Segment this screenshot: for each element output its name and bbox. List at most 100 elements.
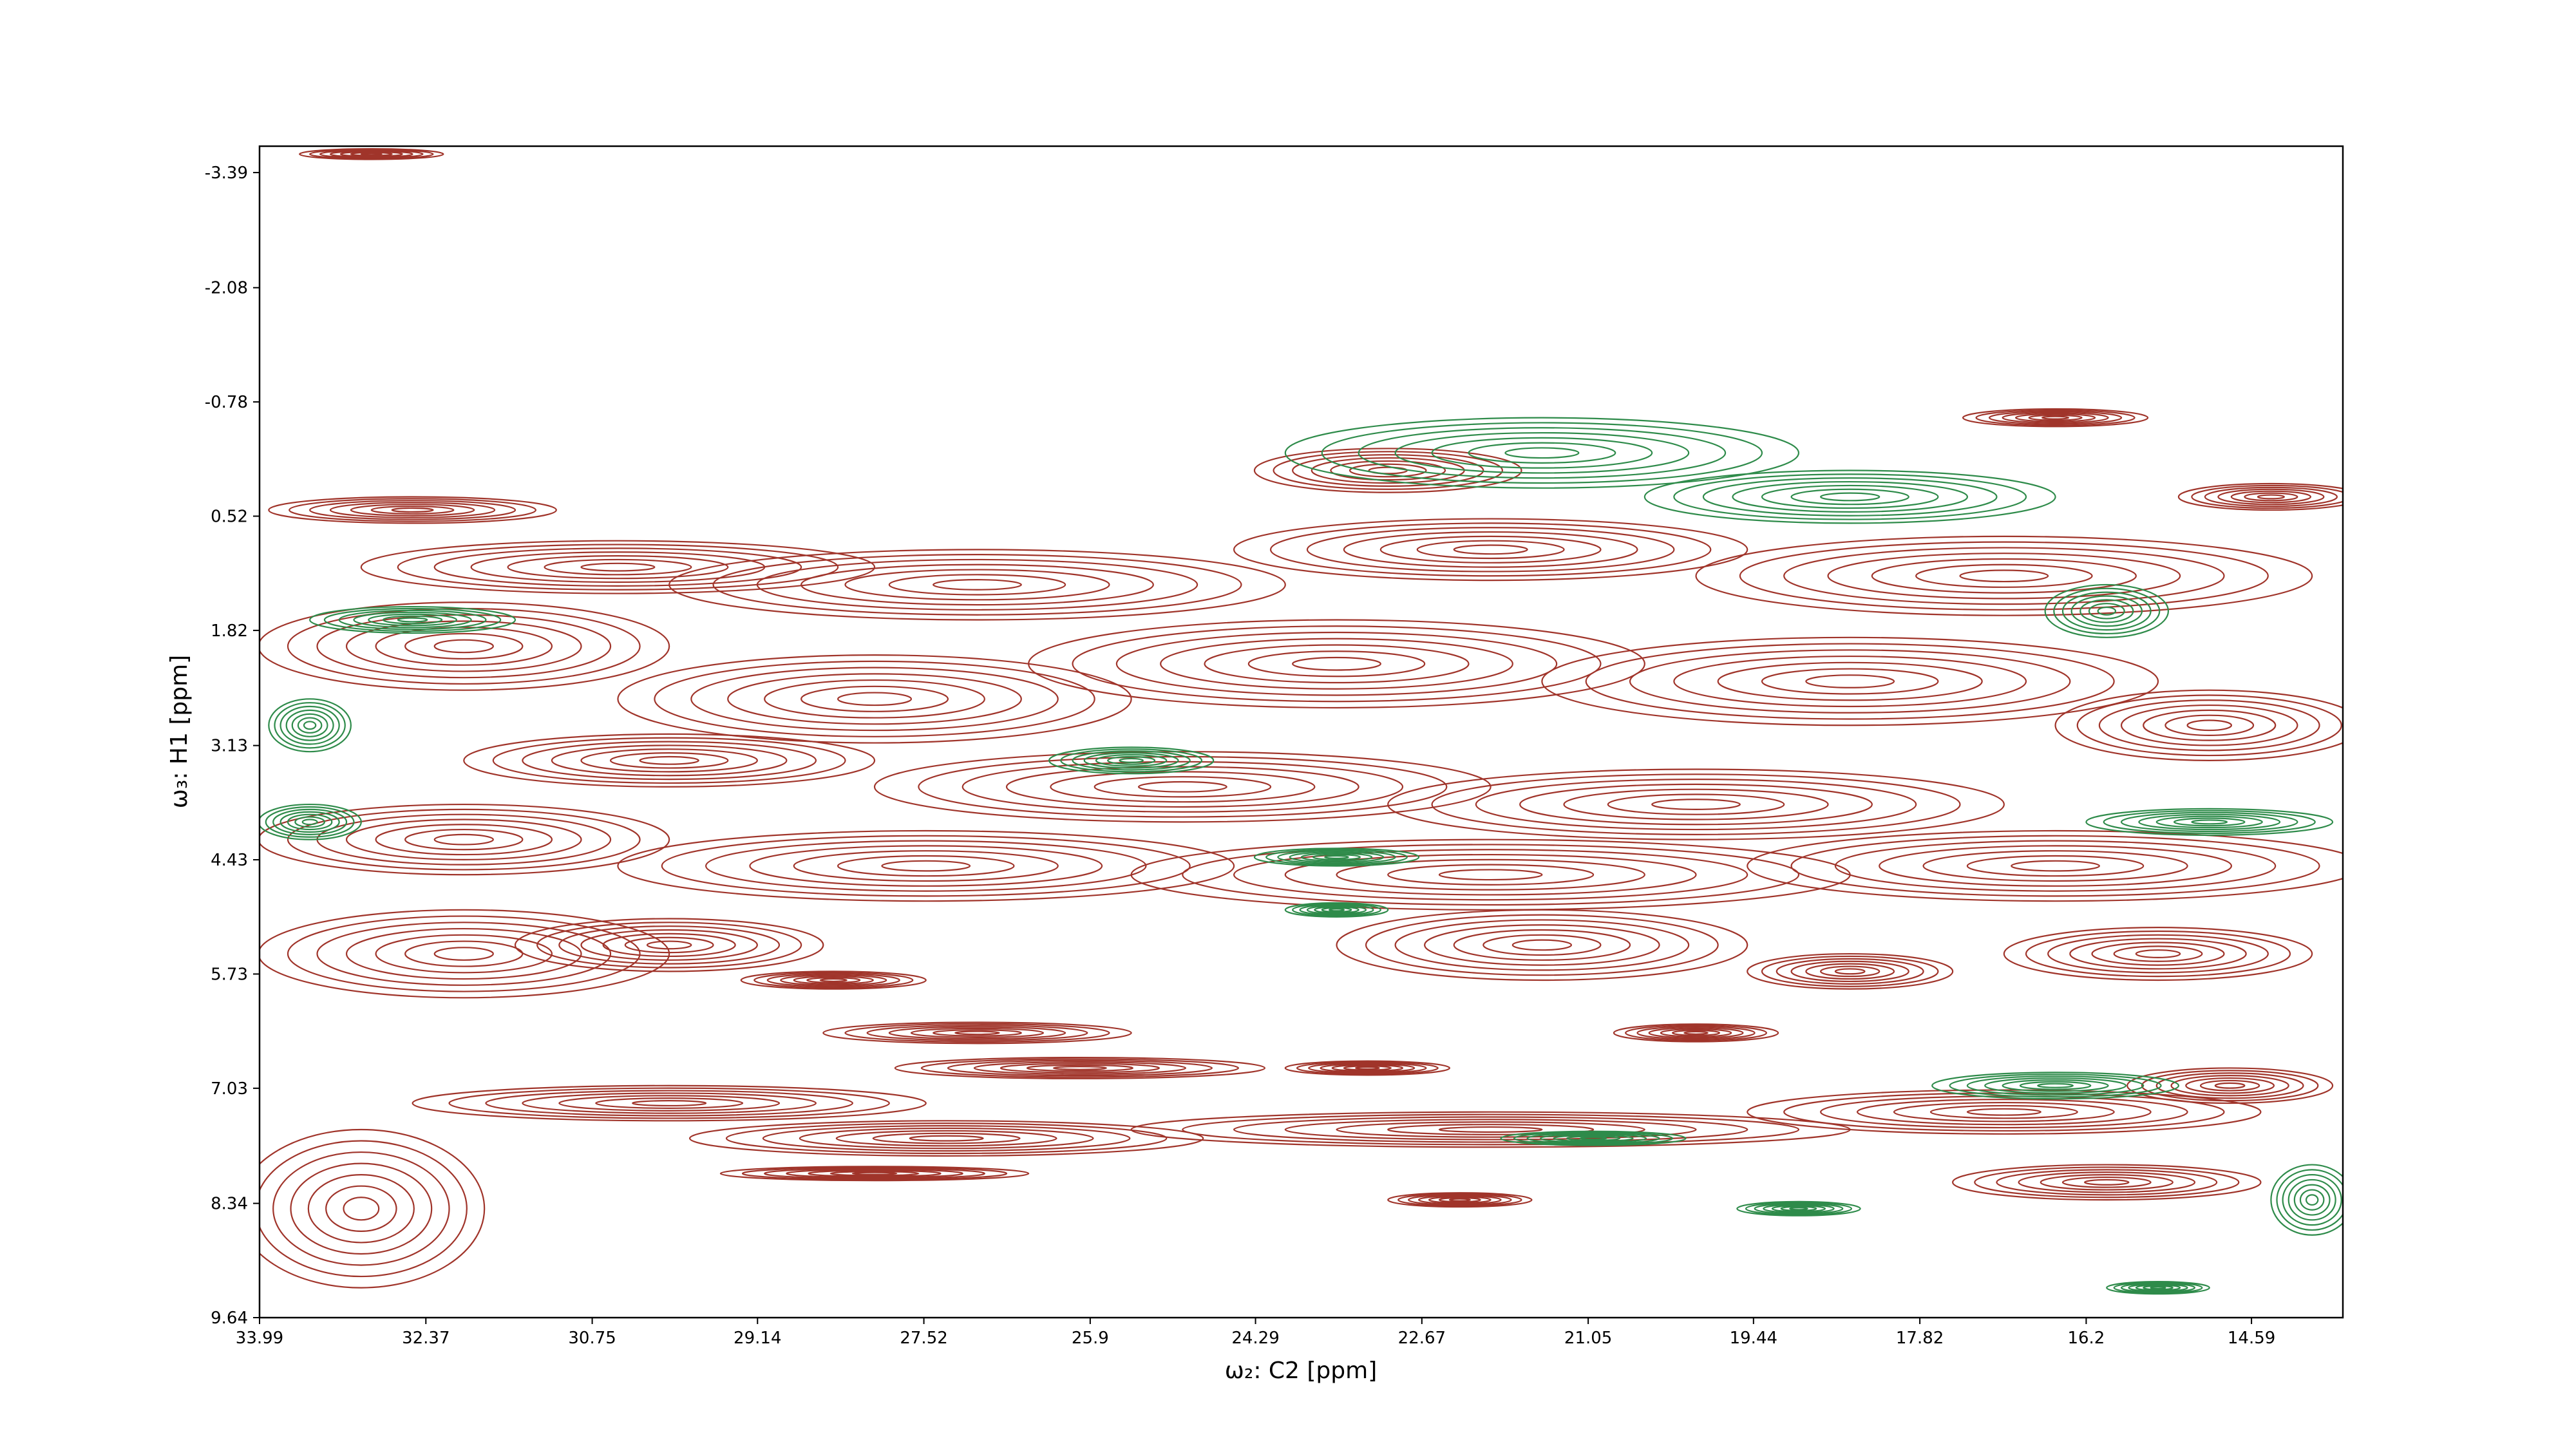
contour-line xyxy=(287,813,333,831)
contour-line xyxy=(2076,694,2342,757)
contour-line xyxy=(2199,1079,2260,1092)
y-tick-label: 4.43 xyxy=(211,851,248,870)
contour-line xyxy=(1949,1074,2162,1098)
peak xyxy=(740,971,927,990)
peak xyxy=(1952,1164,2262,1201)
contour-line xyxy=(370,505,455,515)
contour-line xyxy=(2003,927,2313,981)
contour-line xyxy=(1324,855,1349,860)
contour-line xyxy=(2047,934,2269,974)
contour-line xyxy=(1747,1089,2262,1135)
contour-line xyxy=(345,620,582,672)
contour-line xyxy=(1541,636,2159,726)
contour-line xyxy=(2143,709,2277,741)
contour-line xyxy=(793,850,1059,882)
contour-line xyxy=(1387,1124,1595,1135)
contour-line xyxy=(1072,750,1191,771)
x-tick-label: 32.37 xyxy=(402,1329,450,1348)
contour-line xyxy=(1253,848,1420,867)
contour-line xyxy=(756,558,1198,611)
contour-line xyxy=(1233,518,1748,582)
contour-line xyxy=(309,605,516,634)
contour-line xyxy=(301,819,318,826)
peak xyxy=(260,803,670,876)
contour-line xyxy=(1306,527,1675,573)
y-tick-label: -2.08 xyxy=(205,279,248,298)
contour-line xyxy=(1026,1064,1134,1072)
contour-line xyxy=(391,507,434,513)
contour-line xyxy=(274,702,346,749)
y-tick-label: 3.13 xyxy=(211,737,248,756)
contour-line xyxy=(837,692,913,706)
contour-line xyxy=(368,613,457,627)
contour-line xyxy=(1387,768,2005,840)
peak xyxy=(2270,1164,2343,1236)
contour-line xyxy=(1438,1197,1481,1203)
contour-line xyxy=(2128,1283,2188,1293)
x-tick-label: 29.14 xyxy=(734,1329,781,1348)
peak xyxy=(1284,902,1389,918)
contour-line xyxy=(1119,757,1144,763)
contour-line xyxy=(2138,813,2281,831)
contour-line xyxy=(764,1168,985,1180)
contour-line xyxy=(1974,1166,2240,1198)
contour-line xyxy=(1922,850,2188,882)
peak xyxy=(1284,417,1800,489)
contour-line xyxy=(690,667,1059,732)
contour-line xyxy=(1394,919,1690,971)
contour-line xyxy=(329,502,496,518)
contour-line xyxy=(1438,869,1543,881)
contour-line xyxy=(872,1132,1021,1144)
contour-line xyxy=(1137,781,1227,793)
contour-line xyxy=(1780,1206,1817,1212)
y-tick-label: 5.73 xyxy=(211,965,248,984)
contour-line xyxy=(1253,448,1522,493)
contour-line xyxy=(1959,569,2049,583)
contour-line xyxy=(2002,412,2109,424)
contour-line xyxy=(433,947,494,961)
contour-line xyxy=(764,679,985,719)
contour-line xyxy=(382,615,443,625)
x-tick-label: 30.75 xyxy=(568,1329,616,1348)
contour-line xyxy=(1660,1028,1732,1037)
contour-line xyxy=(580,929,758,961)
contour-line xyxy=(492,737,846,784)
contour-line xyxy=(819,978,848,983)
contour-line xyxy=(1629,649,2071,714)
contour-line xyxy=(617,829,1235,902)
contour-line xyxy=(1083,752,1179,769)
contour-line xyxy=(766,973,900,987)
contour-line xyxy=(2191,819,2228,825)
contour-line xyxy=(1052,1066,1108,1070)
contour-line xyxy=(360,540,876,594)
contour-line xyxy=(536,922,802,969)
contour-line xyxy=(2025,930,2291,978)
contour-line xyxy=(1789,1207,1808,1211)
contour-line xyxy=(894,1056,1265,1079)
peak xyxy=(1500,1130,1687,1146)
contour-line xyxy=(2155,815,2263,829)
contour-line xyxy=(2014,413,2096,422)
contour-line xyxy=(1284,902,1389,918)
contour-line xyxy=(350,504,475,516)
contour-line xyxy=(1343,1065,1392,1071)
contour-line xyxy=(1736,1200,1861,1217)
contour-line xyxy=(654,660,1095,737)
contour-line xyxy=(1320,1063,1416,1073)
contour-line xyxy=(1289,851,1385,863)
contour-line xyxy=(1856,1099,2152,1126)
peak xyxy=(1336,909,1748,981)
contour-line xyxy=(2186,719,2232,732)
contour-line xyxy=(2097,606,2117,616)
peak xyxy=(1130,1111,1851,1148)
contour-line xyxy=(268,698,352,753)
contour-line xyxy=(2041,415,2070,420)
contour-line xyxy=(1336,858,1645,891)
contour-line xyxy=(1247,650,1426,677)
peak xyxy=(2054,689,2343,761)
contour-line xyxy=(822,1021,1132,1045)
contour-line xyxy=(961,761,1404,813)
contour-line xyxy=(1475,778,1917,831)
contour-line xyxy=(1204,644,1470,684)
contour-line xyxy=(291,713,328,737)
